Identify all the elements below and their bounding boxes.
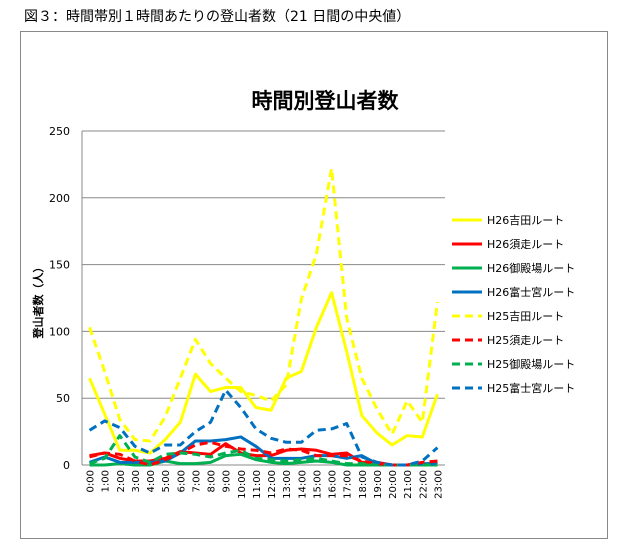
y-axis-label: 登山者数（人） (31, 262, 45, 340)
legend-label: H26御殿場ルート (487, 261, 575, 275)
x-tick-label: 17:00 (343, 470, 354, 499)
x-tick-label: 0:00 (86, 470, 97, 492)
y-tick-label: 50 (56, 392, 70, 405)
x-tick-label: 5:00 (161, 470, 172, 492)
series-line-8 (88, 388, 439, 467)
y-tick-label: 0 (63, 459, 70, 472)
y-tick-label: 150 (49, 259, 70, 272)
series-line-5 (88, 166, 439, 443)
chart-title: 時間別登山者数 (252, 89, 400, 113)
x-tick-label: 16:00 (328, 470, 339, 499)
x-tick-label: 10:00 (237, 470, 248, 499)
x-tick-label: 23:00 (433, 470, 444, 499)
x-tick-label: 3:00 (131, 470, 142, 492)
legend-label: H26須走ルート (487, 238, 564, 251)
x-tick-label: 15:00 (312, 470, 323, 499)
y-tick-label: 100 (49, 325, 70, 338)
x-tick-label: 9:00 (222, 470, 233, 492)
x-tick-label: 7:00 (191, 470, 202, 492)
figure-caption: 図３：時間帯別１時間あたりの登山者数（21 日間の中央値） (24, 9, 411, 25)
x-tick-label: 13:00 (282, 470, 293, 499)
x-tick-label: 20:00 (388, 470, 399, 499)
series-line-1 (88, 291, 439, 455)
legend-label: H26富士宮ルート (487, 285, 575, 299)
x-tick-label: 19:00 (373, 470, 384, 499)
x-tick-label: 21:00 (403, 470, 414, 499)
x-tick-label: 12:00 (267, 470, 278, 499)
legend-label: H25富士宮ルート (487, 381, 575, 395)
x-tick-label: 14:00 (297, 470, 308, 499)
x-tick-label: 11:00 (252, 470, 263, 499)
legend-label: H25須走ルート (487, 334, 564, 347)
x-tick-label: 22:00 (418, 470, 429, 499)
legend-label: H25御殿場ルート (487, 357, 575, 371)
x-tick-label: 6:00 (176, 470, 187, 492)
y-tick-label: 250 (49, 125, 70, 138)
chart-frame (20, 31, 608, 539)
x-tick-label: 18:00 (358, 470, 369, 499)
y-tick-label: 200 (49, 192, 70, 205)
x-tick-label: 1:00 (101, 470, 112, 492)
legend-label: H25吉田ルート (487, 310, 564, 323)
x-tick-label: 8:00 (207, 470, 218, 492)
series-line-7 (89, 434, 438, 467)
x-tick-label: 2:00 (116, 470, 127, 492)
x-tick-label: 4:00 (146, 470, 157, 492)
legend-label: H26吉田ルート (487, 214, 564, 227)
